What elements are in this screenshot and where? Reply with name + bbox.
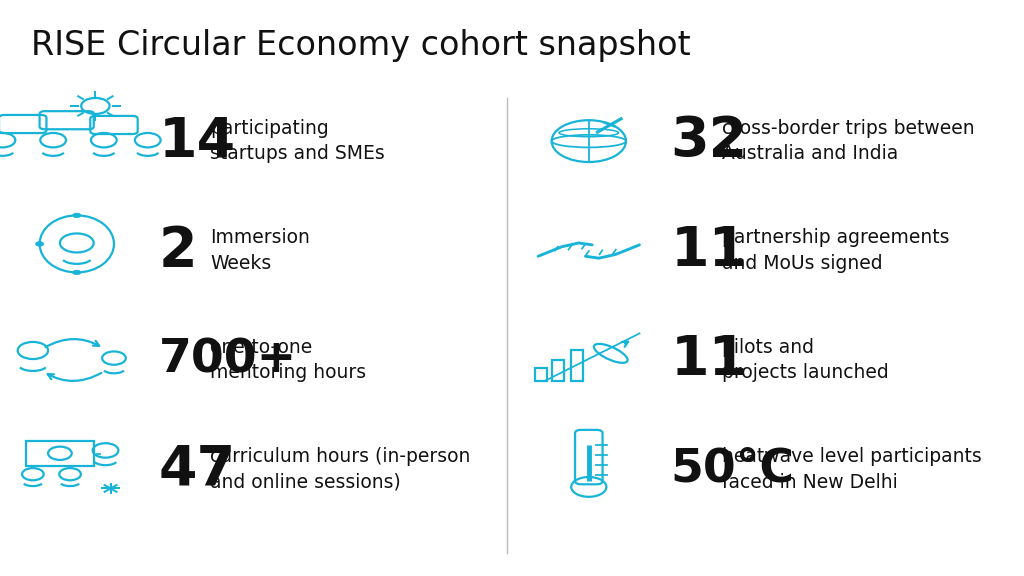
Text: 50°C: 50°C	[671, 447, 795, 492]
Text: participating
startups and SMEs: participating startups and SMEs	[210, 119, 385, 164]
Text: 32: 32	[671, 114, 748, 168]
Text: curriculum hours (in-person
and online sessions): curriculum hours (in-person and online s…	[210, 447, 470, 492]
Text: 11: 11	[671, 223, 748, 278]
Text: 700+: 700+	[159, 338, 297, 382]
Text: one-to-one
mentoring hours: one-to-one mentoring hours	[210, 338, 366, 382]
Text: 14: 14	[159, 114, 236, 168]
Text: 11: 11	[671, 333, 748, 387]
Circle shape	[73, 213, 81, 218]
Circle shape	[36, 241, 44, 246]
Text: 2: 2	[159, 223, 198, 278]
Text: Immersion
Weeks: Immersion Weeks	[210, 228, 310, 273]
Circle shape	[73, 270, 81, 275]
Text: pilots and
projects launched: pilots and projects launched	[722, 338, 889, 382]
Text: partnership agreements
and MoUs signed: partnership agreements and MoUs signed	[722, 228, 949, 273]
Text: cross-border trips between
Australia and India: cross-border trips between Australia and…	[722, 119, 975, 164]
Text: heatwave level participants
faced in New Delhi: heatwave level participants faced in New…	[722, 447, 982, 492]
Text: RISE Circular Economy cohort snapshot: RISE Circular Economy cohort snapshot	[31, 29, 690, 62]
Text: 47: 47	[159, 442, 236, 497]
